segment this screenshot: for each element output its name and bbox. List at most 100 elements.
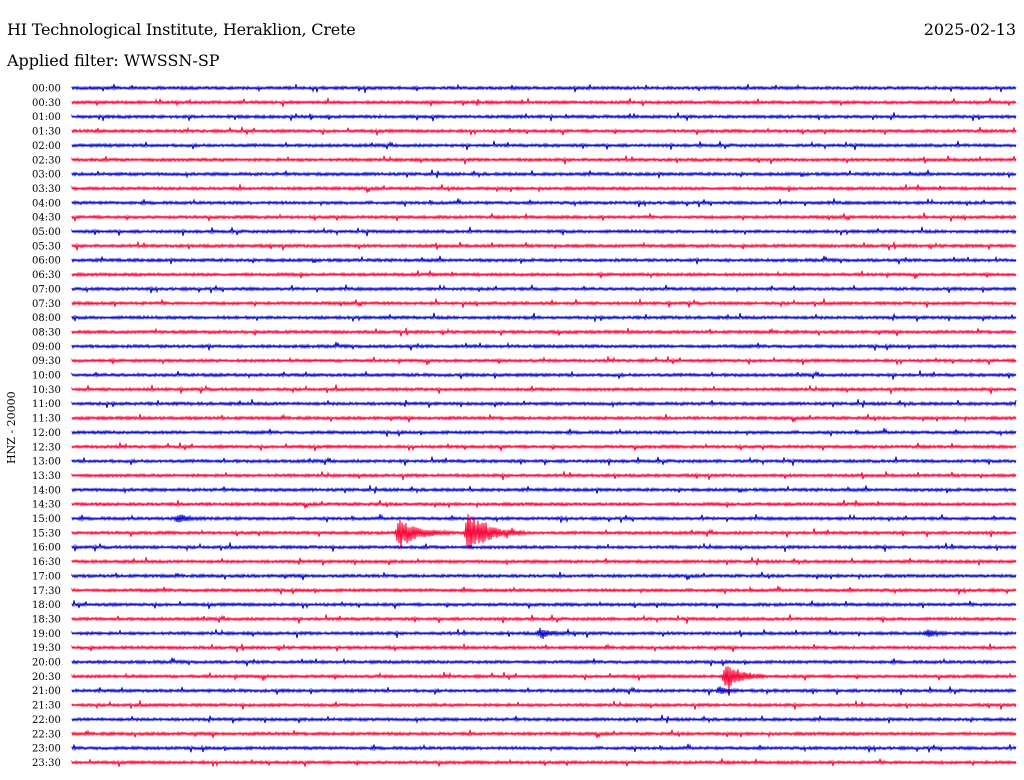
seismogram-trace bbox=[71, 83, 1017, 93]
time-label: 13:30 bbox=[32, 471, 61, 482]
time-label: 17:30 bbox=[32, 586, 61, 597]
seismogram-trace bbox=[71, 700, 1017, 710]
seismogram-trace bbox=[71, 614, 1017, 624]
seismogram-trace bbox=[71, 456, 1017, 466]
recording-date: 2025-02-13 bbox=[923, 20, 1016, 39]
time-label: 10:30 bbox=[32, 385, 61, 396]
seismogram-trace bbox=[71, 585, 1017, 595]
time-label: 03:30 bbox=[32, 184, 61, 195]
seismogram-trace bbox=[71, 471, 1017, 481]
time-label: 03:00 bbox=[32, 170, 61, 181]
station-title: HI Technological Institute, Heraklion, C… bbox=[7, 20, 356, 39]
time-label: 19:30 bbox=[32, 643, 61, 654]
seismogram-trace bbox=[71, 370, 1017, 380]
seismogram-trace bbox=[71, 513, 1017, 524]
time-label: 11:30 bbox=[32, 414, 61, 425]
seismogram-trace bbox=[71, 729, 1017, 739]
time-label: 04:30 bbox=[32, 213, 61, 224]
time-label: 04:00 bbox=[32, 198, 61, 209]
time-label: 16:00 bbox=[32, 543, 61, 554]
time-label-group: 00:00 00:30 01:00 01:30 02:00 02:30 03:00 03:30… bbox=[32, 84, 61, 769]
seismogram-trace bbox=[71, 241, 1017, 251]
time-label: 22:00 bbox=[32, 715, 61, 726]
time-label: 13:00 bbox=[32, 457, 61, 468]
time-label: 08:30 bbox=[32, 327, 61, 338]
seismogram-trace bbox=[71, 356, 1017, 366]
time-label: 20:30 bbox=[32, 672, 61, 683]
seismogram-trace bbox=[71, 298, 1017, 309]
time-label: 10:00 bbox=[32, 371, 61, 382]
seismogram-trace bbox=[71, 312, 1017, 322]
seismogram-trace bbox=[71, 384, 1017, 395]
time-label: 12:00 bbox=[32, 428, 61, 439]
seismogram-trace bbox=[71, 657, 1017, 667]
time-label: 02:30 bbox=[32, 155, 61, 166]
time-label: 11:00 bbox=[32, 399, 61, 410]
seismogram-trace bbox=[71, 571, 1017, 581]
seismogram-trace bbox=[71, 140, 1017, 151]
time-label: 07:30 bbox=[32, 299, 61, 310]
seismogram-trace bbox=[71, 542, 1017, 553]
seismogram-trace bbox=[71, 97, 1017, 107]
time-label: 12:30 bbox=[32, 442, 61, 453]
seismogram-trace bbox=[71, 499, 1017, 509]
time-label: 18:30 bbox=[32, 614, 61, 625]
seismogram-trace bbox=[71, 413, 1017, 423]
trace-group bbox=[71, 83, 1017, 768]
time-label: 00:00 bbox=[32, 84, 61, 95]
time-label: 05:00 bbox=[32, 227, 61, 238]
time-label: 08:00 bbox=[32, 313, 61, 324]
time-label: 16:30 bbox=[32, 557, 61, 568]
seismogram-trace bbox=[71, 442, 1017, 452]
seismogram-trace bbox=[71, 198, 1017, 208]
time-label: 14:30 bbox=[32, 500, 61, 511]
seismogram-trace bbox=[71, 399, 1017, 409]
time-label: 06:30 bbox=[32, 270, 61, 281]
time-label: 23:00 bbox=[32, 744, 61, 755]
time-label: 23:30 bbox=[32, 758, 61, 769]
time-label: 09:00 bbox=[32, 342, 61, 353]
time-label: 21:00 bbox=[32, 686, 61, 697]
seismogram-trace bbox=[71, 284, 1017, 294]
time-label: 05:30 bbox=[32, 241, 61, 252]
seismogram-trace bbox=[71, 226, 1017, 237]
time-label: 06:00 bbox=[32, 256, 61, 267]
seismogram-trace bbox=[71, 184, 1017, 194]
seismogram-trace bbox=[71, 557, 1017, 567]
seismogram-trace bbox=[71, 212, 1017, 222]
time-label: 21:30 bbox=[32, 701, 61, 712]
seismogram-trace bbox=[71, 600, 1017, 610]
time-label: 19:00 bbox=[32, 629, 61, 640]
time-label: 17:00 bbox=[32, 571, 61, 582]
seismogram-trace bbox=[71, 427, 1017, 437]
seismogram-trace bbox=[71, 485, 1017, 495]
seismogram-trace bbox=[71, 627, 1017, 640]
time-label: 01:30 bbox=[32, 127, 61, 138]
seismogram-trace bbox=[71, 666, 1017, 692]
seismogram-trace bbox=[71, 514, 1017, 550]
seismogram-trace bbox=[71, 758, 1017, 768]
time-label: 15:30 bbox=[32, 528, 61, 539]
time-label: 20:00 bbox=[32, 658, 61, 669]
seismogram-trace bbox=[71, 169, 1017, 179]
seismogram-trace bbox=[71, 643, 1017, 653]
time-label: 22:30 bbox=[32, 729, 61, 740]
seismogram-trace bbox=[71, 686, 1017, 696]
time-label: 00:30 bbox=[32, 98, 61, 109]
seismogram-trace bbox=[71, 341, 1017, 351]
time-label: 15:00 bbox=[32, 514, 61, 525]
filter-label: Applied filter: WWSSN-SP bbox=[7, 51, 220, 70]
time-label: 18:00 bbox=[32, 600, 61, 611]
seismogram-trace bbox=[71, 714, 1017, 725]
seismogram-trace bbox=[71, 155, 1017, 165]
time-label: 09:30 bbox=[32, 356, 61, 367]
time-label: 07:00 bbox=[32, 284, 61, 295]
seismogram-trace bbox=[71, 743, 1017, 753]
time-label: 02:00 bbox=[32, 141, 61, 152]
seismogram-trace bbox=[71, 327, 1017, 337]
seismogram-trace bbox=[71, 270, 1017, 280]
time-label: 14:00 bbox=[32, 485, 61, 496]
seismogram-trace bbox=[71, 255, 1017, 265]
seismogram-trace bbox=[71, 126, 1017, 136]
